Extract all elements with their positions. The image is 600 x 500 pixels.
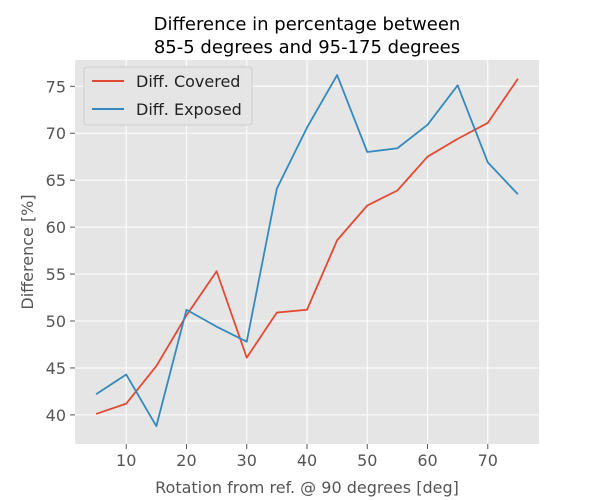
x-tick-label: 50 (357, 451, 377, 470)
y-tick-label: 65 (46, 171, 66, 190)
y-tick-label: 60 (46, 218, 66, 237)
y-tick-label: 50 (46, 312, 66, 331)
legend-box (83, 66, 253, 126)
tick-labels: 10 20 30 40 50 60 70 40 45 50 55 60 65 70 75 (46, 77, 498, 470)
x-axis-label: Rotation from ref. @ 90 degrees [deg] (155, 478, 459, 497)
y-axis-label: Difference [%] (18, 194, 37, 309)
y-tick-label: 40 (46, 406, 66, 425)
series-line-diff-covered (95, 78, 519, 415)
chart-title-line-2: 85-5 degrees and 95-175 degrees (154, 37, 460, 58)
legend: Diff. Covered Diff. Exposed (83, 66, 253, 126)
y-tick-label: 70 (46, 124, 66, 143)
legend-label-exposed: Diff. Exposed (136, 100, 242, 119)
y-tick-label: 45 (46, 359, 66, 378)
x-tick-label: 60 (417, 451, 437, 470)
legend-label-covered: Diff. Covered (136, 72, 240, 91)
y-tick-label: 75 (46, 77, 66, 96)
x-tick-label: 20 (176, 451, 196, 470)
x-tick-label: 10 (116, 451, 136, 470)
x-tick-label: 30 (237, 451, 257, 470)
y-tick-label: 55 (46, 265, 66, 284)
chart-title-line-1: Difference in percentage between (154, 14, 461, 35)
x-tick-label: 70 (478, 451, 498, 470)
x-tick-label: 40 (297, 451, 317, 470)
series-line-diff-exposed (95, 74, 519, 428)
series-layer (95, 74, 519, 428)
